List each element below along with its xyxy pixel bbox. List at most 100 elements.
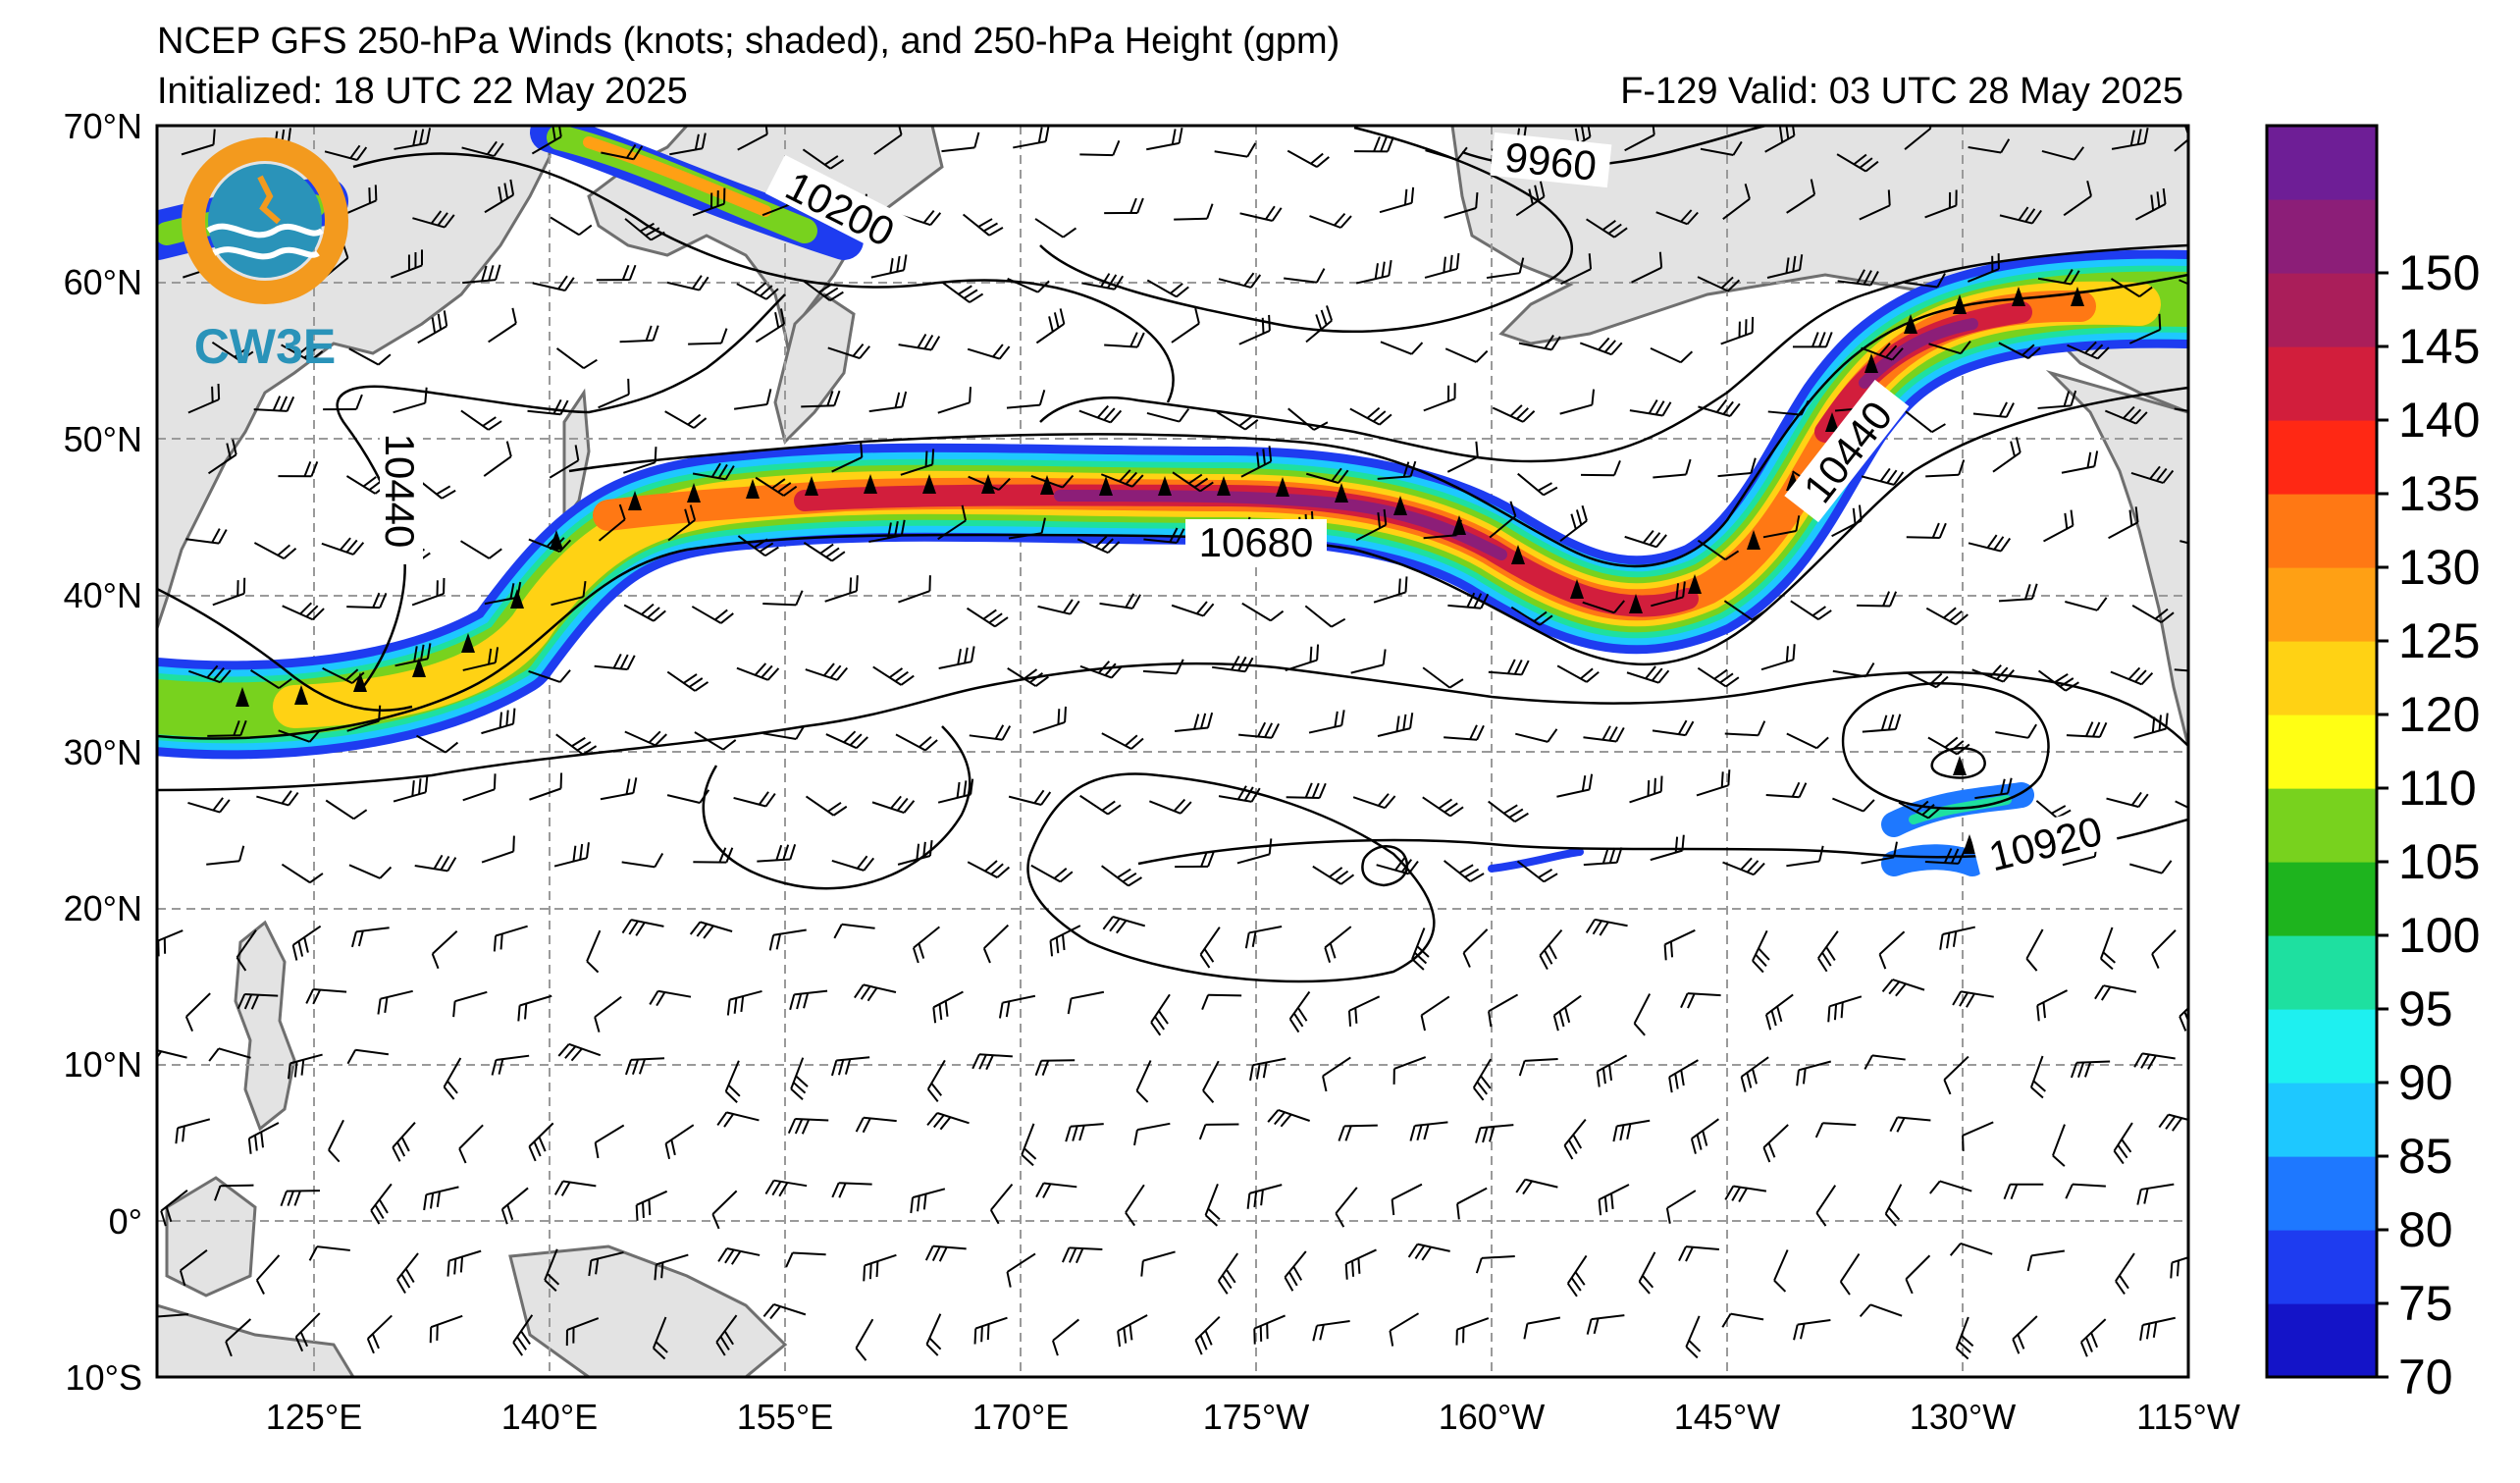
wind-barb: [1721, 1312, 1764, 1328]
wind-barb: [1006, 390, 1046, 409]
wind-barb: [1146, 408, 1190, 423]
wind-barb: [212, 577, 246, 607]
wind-barb: [1612, 1119, 1651, 1142]
wind-barb: [377, 989, 413, 1015]
wind-barb: [512, 1314, 534, 1356]
wind-barb: [1764, 993, 1794, 1031]
wind-barb: [2099, 927, 2116, 971]
wind-barb: [688, 328, 728, 345]
wind-flag: [1864, 353, 1878, 373]
wind-barb: [973, 1316, 1008, 1345]
wind-flag: [746, 479, 760, 499]
wind-barb: [1377, 713, 1414, 738]
wind-barb: [1100, 469, 1144, 488]
wind-barb: [724, 1060, 741, 1103]
wind-barb: [1447, 592, 1490, 609]
wind-barb: [308, 1245, 350, 1261]
wind-barb: [1244, 926, 1283, 949]
wind-barb: [1065, 1123, 1104, 1142]
wind-barb: [250, 669, 292, 689]
wind-barb: [1857, 591, 1898, 608]
wind-barb: [971, 1053, 1013, 1071]
wind-barb: [236, 992, 279, 1010]
wind-barb: [598, 378, 630, 409]
wind-barb: [2071, 1060, 2111, 1079]
wind-barb: [1655, 209, 1699, 226]
wind-barb: [1308, 710, 1345, 734]
wind-barb: [322, 667, 365, 684]
wind-barb: [1099, 593, 1141, 609]
colorbar-bin: [2267, 273, 2377, 347]
wind-barb: [1539, 928, 1563, 971]
wind-barb: [1217, 1252, 1239, 1295]
wind-barb: [938, 646, 975, 669]
wind-barb: [598, 503, 626, 542]
wind-barb: [1925, 607, 1969, 626]
wind-barb: [1104, 332, 1145, 348]
wind-barb: [1212, 655, 1254, 673]
wind-barb: [1355, 508, 1388, 542]
wind-barb: [1697, 276, 1741, 292]
wind-barb: [1475, 1254, 1515, 1274]
wind-barb: [1717, 457, 1757, 478]
wind-flag: [1747, 530, 1760, 550]
wind-barb: [550, 216, 593, 237]
wind-barb: [1199, 927, 1221, 969]
wind-barb: [2063, 181, 2092, 217]
colorbar-label: 85: [2398, 1129, 2453, 1184]
wind-barb: [1202, 1060, 1220, 1103]
wind-barb: [1079, 794, 1122, 816]
colorbar-bin: [2267, 715, 2377, 789]
wind-barb: [1515, 728, 1558, 743]
wind-barb: [1582, 600, 1625, 614]
colorbar-label: 70: [2398, 1350, 2453, 1404]
wind-barb: [1389, 1312, 1420, 1347]
wind-barb: [553, 1180, 597, 1196]
colorbar-bin: [2267, 1009, 2377, 1084]
longitude-labels: 125°E 140°E 155°E 170°E 175°W 160°W 145°…: [266, 1397, 2240, 1437]
colorbar-label: 100: [2398, 908, 2480, 963]
wind-flag: [1570, 579, 1584, 599]
wind-flag: [1511, 545, 1525, 564]
wind-barb: [1349, 406, 1392, 426]
wind-barb: [416, 734, 459, 754]
wind-barb: [1665, 1190, 1697, 1224]
wind-barb: [898, 575, 931, 604]
wind-barb: [1030, 864, 1074, 883]
wind-barb: [207, 439, 237, 475]
wind-barb: [1049, 925, 1081, 957]
wind-flag: [922, 474, 936, 494]
wind-barb: [693, 847, 734, 864]
wind-barb: [1146, 127, 1183, 151]
wind-flag: [550, 530, 563, 550]
wind-flag: [1629, 594, 1643, 613]
wind-barb: [1142, 659, 1184, 675]
logo-text: CW3E: [194, 319, 336, 374]
wind-barb: [1174, 203, 1214, 221]
wind-barb: [1556, 773, 1594, 798]
wind-barb: [1815, 1185, 1837, 1227]
wind-barb: [1304, 605, 1346, 628]
wind-barb: [2202, 185, 2232, 213]
wind-barb: [481, 708, 516, 735]
lon-label: 160°W: [1439, 1397, 1545, 1437]
wind-barb: [1354, 136, 1394, 153]
contour-label-10440-west: 10440: [377, 434, 423, 549]
wind-barb: [1424, 252, 1460, 279]
wind-barb: [1762, 515, 1801, 539]
wind-barb: [803, 542, 846, 562]
wind-flag: [1276, 477, 1289, 497]
wind-barb: [1379, 186, 1415, 214]
wind-barb: [305, 987, 347, 1005]
wind-barb: [664, 1124, 695, 1160]
wind-barb: [1962, 1121, 1994, 1151]
lat-label: 40°N: [64, 575, 142, 615]
wind-barb: [619, 325, 659, 344]
wind-barb: [346, 592, 388, 609]
wind-barb: [179, 1249, 208, 1287]
wind-barb: [831, 855, 875, 872]
wind-barb: [1832, 797, 1875, 813]
kamchatka-land: [773, 292, 856, 445]
colorbar-label: 150: [2398, 245, 2480, 300]
wind-barb: [588, 1251, 624, 1277]
